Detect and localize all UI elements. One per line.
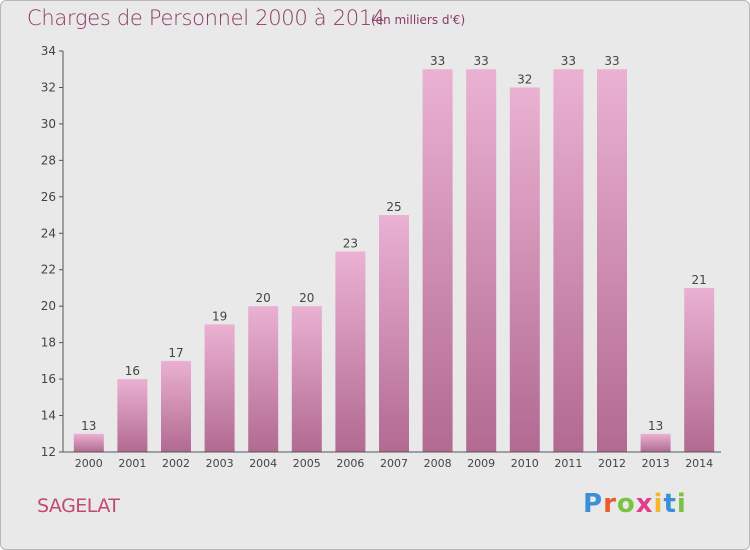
value-label: 21 [692, 273, 707, 287]
y-tick-label: 24 [41, 226, 56, 240]
commune-name: SAGELAT [37, 495, 120, 517]
bar-2014 [684, 287, 715, 452]
value-label: 13 [81, 419, 96, 433]
logo-letter: t [663, 489, 677, 519]
bar-2011 [553, 69, 584, 453]
bar-2000 [73, 433, 104, 452]
bar-2009 [466, 69, 497, 453]
y-tick-label: 32 [41, 80, 56, 94]
bar-2004 [248, 306, 279, 452]
bar-2002 [161, 360, 191, 452]
logo-letter: P [583, 489, 604, 519]
logo-letter: r [603, 489, 617, 519]
y-tick-label: 30 [41, 117, 56, 131]
logo-letter: i [653, 489, 664, 519]
bar-2008 [422, 69, 453, 453]
x-tick-label: 2005 [293, 457, 321, 470]
value-label: 32 [517, 72, 532, 86]
value-label: 20 [299, 291, 314, 305]
logo-letter: x [635, 489, 654, 519]
value-label: 33 [561, 54, 576, 68]
y-tick-label: 12 [41, 445, 56, 459]
x-tick-label: 2011 [554, 457, 582, 470]
value-label: 17 [168, 346, 183, 360]
y-tick-label: 26 [41, 190, 56, 204]
bar-2010 [509, 87, 540, 453]
value-label: 23 [343, 237, 358, 251]
x-tick-label: 2009 [467, 457, 495, 470]
value-label: 20 [256, 291, 271, 305]
bar-2006 [335, 251, 366, 452]
x-tick-label: 2013 [642, 457, 670, 470]
bar-2001 [117, 379, 148, 452]
y-tick-label: 14 [41, 409, 56, 423]
x-tick-label: 2007 [380, 457, 408, 470]
value-label: 33 [604, 54, 619, 68]
x-tick-label: 2014 [685, 457, 713, 470]
value-label: 25 [386, 200, 401, 214]
bar-2003 [204, 324, 235, 452]
x-tick-label: 2003 [206, 457, 234, 470]
axes-layer: 2000 2001 2002 2003 2004 2005 2006 2007 2008 2009… [41, 44, 721, 470]
x-tick-label: 2006 [336, 457, 364, 470]
value-label: 16 [125, 364, 140, 378]
logo-letter: o [616, 489, 636, 519]
y-tick-label: 18 [41, 336, 56, 350]
x-tick-label: 2012 [598, 457, 626, 470]
x-tick-label: 2008 [424, 457, 452, 470]
bar-2007 [379, 215, 409, 452]
y-tick-label: 16 [41, 372, 56, 386]
chart-subtitle: (en milliers d'€) [371, 13, 466, 27]
proxiti-logo[interactable]: Proxiti [583, 489, 687, 519]
value-label: 33 [430, 54, 445, 68]
value-label: 33 [474, 54, 489, 68]
bar-2013 [640, 433, 671, 452]
y-tick-label: 28 [41, 153, 56, 167]
bars-layer: 13 16 17 19 20 20 23 25 33 33 32 33 33 13 21 [73, 54, 715, 453]
chart-title: Charges de Personnel 2000 à 2014 [27, 6, 385, 30]
logo-letter: i [676, 489, 687, 519]
y-tick-label: 20 [41, 299, 56, 313]
x-tick-label: 2002 [162, 457, 190, 470]
x-tick-label: 2000 [75, 457, 103, 470]
y-tick-label: 22 [41, 263, 56, 277]
bar-2012 [597, 69, 627, 453]
x-tick-label: 2004 [249, 457, 277, 470]
bar-2005 [291, 306, 322, 452]
x-tick-label: 2001 [118, 457, 146, 470]
y-tick-label: 34 [41, 44, 56, 58]
value-label: 13 [648, 419, 663, 433]
x-tick-label: 2010 [511, 457, 539, 470]
value-label: 19 [212, 309, 227, 323]
